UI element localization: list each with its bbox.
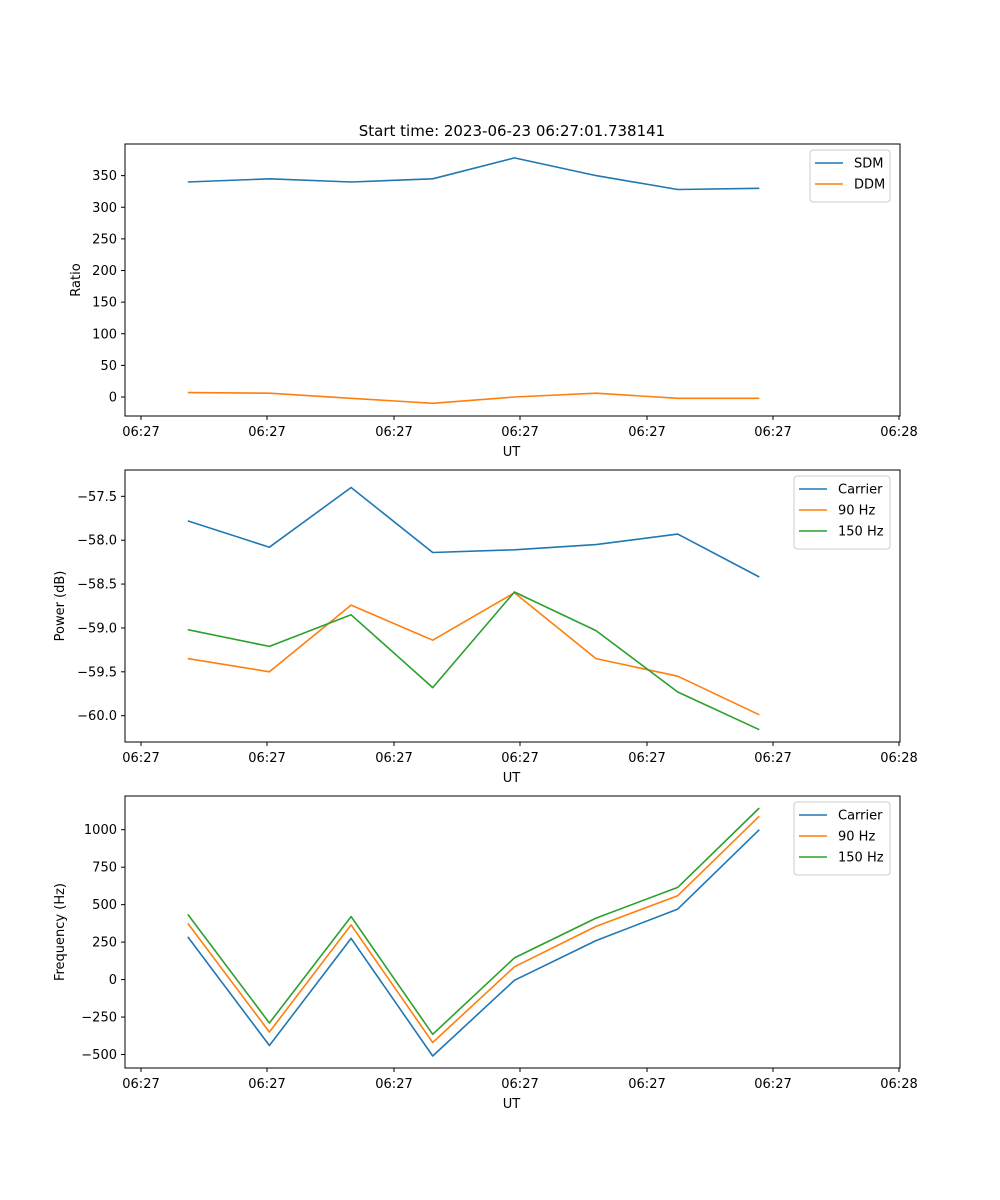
series-line-90-hz [187, 591, 760, 716]
y-tick-label: 300 [92, 201, 117, 216]
y-tick-label: −59.0 [77, 621, 117, 636]
x-tick-label: 06:27 [628, 1077, 665, 1092]
x-tick-label: 06:27 [754, 1077, 791, 1092]
y-axis-label: Power (dB) [53, 571, 68, 642]
x-tick-label: 06:28 [880, 425, 917, 440]
y-tick-label: 750 [92, 861, 117, 876]
x-tick-label: 06:27 [248, 1077, 285, 1092]
y-tick-label: 500 [92, 898, 117, 913]
legend-label: 90 Hz [838, 504, 875, 519]
y-tick-label: −58.0 [77, 534, 117, 549]
panel-3: −500 −250 0 250 500 750 1000 06:27 06:27 06:27 06:… [53, 795, 918, 1112]
x-tick-label: 06:27 [628, 425, 665, 440]
x-tick-label: 06:27 [375, 1077, 412, 1092]
x-tick-label: 06:27 [375, 751, 412, 766]
x-axis-label: UT [503, 1097, 521, 1112]
y-tick-label: −57.5 [77, 490, 117, 505]
y-tick-label: 50 [100, 359, 117, 374]
legend-label: 150 Hz [838, 851, 884, 866]
y-tick-label: 350 [92, 169, 117, 184]
legend-label: Carrier [838, 483, 883, 498]
y-axis-label: Frequency (Hz) [53, 883, 68, 981]
legend: Carrier 90 Hz 150 Hz [793, 475, 891, 550]
x-tick-label: 06:27 [501, 425, 538, 440]
x-tick-label: 06:27 [375, 425, 412, 440]
series-line-150-hz [187, 591, 760, 731]
x-tick-label: 06:27 [628, 751, 665, 766]
plot-frame [124, 469, 901, 743]
series-line-sdm [187, 157, 760, 191]
x-tick-label: 06:27 [122, 425, 159, 440]
legend-label: 90 Hz [838, 830, 875, 845]
series-line-90-hz [187, 815, 760, 1044]
figure-title: Start time: 2023-06-23 06:27:01.738141 [359, 122, 665, 140]
series-line-carrier [187, 486, 760, 578]
panel-1: 0 50 100 150 200 250 300 350 06:27 06:27 06:27 06:2… [69, 143, 918, 460]
x-tick-label: 06:27 [248, 751, 285, 766]
y-tick-label: 0 [109, 391, 117, 406]
series-line-ddm [187, 391, 760, 405]
x-tick-label: 06:27 [122, 751, 159, 766]
y-tick-label: 150 [92, 296, 117, 311]
y-tick-label: 250 [92, 232, 117, 247]
legend-label: Carrier [838, 809, 883, 824]
legend: Carrier 90 Hz 150 Hz [793, 801, 891, 876]
series-line-150-hz [187, 807, 760, 1036]
series-line-carrier [187, 829, 760, 1057]
y-tick-label: −58.5 [77, 578, 117, 593]
y-tick-label: −59.5 [77, 665, 117, 680]
x-tick-label: 06:27 [248, 425, 285, 440]
panel-2: −60.0 −59.5 −59.0 −58.5 −58.0 −57.5 06:27 06:27… [53, 469, 918, 786]
x-tick-label: 06:27 [501, 1077, 538, 1092]
y-tick-label: 200 [92, 264, 117, 279]
plot-frame [124, 795, 901, 1069]
y-tick-label: 100 [92, 327, 117, 342]
x-tick-label: 06:28 [880, 1077, 917, 1092]
legend-label: SDM [854, 157, 883, 172]
legend-label: DDM [854, 178, 885, 193]
x-axis-label: UT [503, 445, 521, 460]
y-tick-label: 250 [92, 936, 117, 951]
y-axis-label: Ratio [69, 263, 84, 296]
x-tick-label: 06:27 [754, 425, 791, 440]
legend: SDM DDM [809, 149, 891, 203]
y-tick-label: 1000 [84, 823, 117, 838]
x-tick-label: 06:27 [122, 1077, 159, 1092]
legend-label: 150 Hz [838, 525, 884, 540]
x-tick-label: 06:28 [880, 751, 917, 766]
plot-frame [124, 143, 901, 417]
x-tick-label: 06:27 [501, 751, 538, 766]
y-tick-label: −500 [81, 1048, 117, 1063]
x-tick-label: 06:27 [754, 751, 791, 766]
y-tick-label: 0 [109, 973, 117, 988]
y-tick-label: −250 [81, 1011, 117, 1026]
y-tick-label: −60.0 [77, 709, 117, 724]
x-axis-label: UT [503, 771, 521, 786]
